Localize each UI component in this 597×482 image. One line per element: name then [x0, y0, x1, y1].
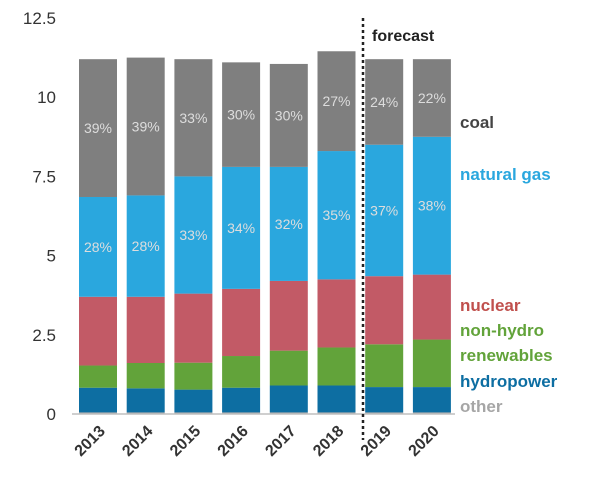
data-label: 39% — [84, 120, 112, 136]
legend-entry: coal — [460, 113, 494, 132]
x-tick-label: 2013 — [72, 423, 109, 460]
legend-entry: hydropower — [460, 372, 558, 391]
bar-segment-natural-gas — [79, 196, 117, 297]
x-tick-label: 2020 — [406, 423, 443, 460]
bar-segment-natural-gas — [222, 166, 261, 289]
bar-segment-other — [365, 412, 404, 414]
y-tick-label: 10 — [37, 88, 56, 107]
data-label: 24% — [370, 94, 398, 110]
bar-segment-natural-gas — [174, 176, 213, 294]
bar-segment-other — [126, 412, 165, 414]
y-tick-label: 12.5 — [23, 9, 56, 28]
bar-segment-renewables — [174, 362, 213, 390]
bar-segment-natural-gas — [412, 136, 451, 275]
legend-entry: other — [460, 397, 503, 416]
x-tick-label: 2018 — [310, 423, 347, 460]
bar-segment-coal — [174, 59, 213, 177]
bar-segment-nuclear — [365, 276, 404, 345]
y-axis: 0 2.5 5 7.5 10 12.5 — [23, 9, 56, 424]
bar-segment-hydropower — [79, 387, 117, 413]
data-label: 30% — [227, 107, 255, 123]
bar-segment-nuclear — [317, 279, 356, 348]
x-tick-label: 2014 — [119, 423, 156, 460]
bars — [79, 51, 451, 414]
legend-entry: nuclear — [460, 296, 521, 315]
bar-segment-other — [79, 412, 117, 414]
bar-segment-hydropower — [365, 387, 404, 413]
data-label: 22% — [418, 90, 446, 106]
bar-segment-renewables — [365, 344, 404, 388]
data-label: 27% — [322, 93, 350, 109]
data-label: 28% — [132, 238, 160, 254]
bar-segment-natural-gas — [269, 166, 308, 281]
data-label: 34% — [227, 220, 255, 236]
bar-segment-coal — [222, 62, 261, 167]
x-axis: 2013 2014 2015 2016 2017 2018 2019 2020 — [72, 423, 443, 460]
bar-segment-renewables — [317, 347, 356, 386]
bar-segment-hydropower — [269, 385, 308, 413]
bar-segment-hydropower — [126, 388, 165, 413]
data-label: 39% — [132, 119, 160, 135]
bar-segment-renewables — [222, 356, 261, 388]
data-label: 33% — [179, 227, 207, 243]
legend-entry: non-hydro — [460, 321, 544, 340]
bar-segment-natural-gas — [317, 151, 356, 280]
bar-segment-renewables — [79, 365, 117, 388]
bar-segment-hydropower — [222, 387, 261, 413]
bar-segment-other — [174, 412, 213, 414]
y-tick-label: 0 — [47, 405, 56, 424]
bar-segment-natural-gas — [365, 144, 404, 277]
data-label: 30% — [275, 107, 303, 123]
bar-segment-nuclear — [174, 293, 213, 363]
legend-entry: natural gas — [460, 165, 551, 184]
legend: coal natural gas nuclear non-hydro renewable… — [460, 113, 558, 416]
bar-segment-nuclear — [269, 280, 308, 351]
y-tick-label: 7.5 — [32, 167, 56, 186]
forecast-annotation: forecast — [372, 28, 435, 45]
x-tick-label: 2017 — [262, 423, 299, 460]
y-tick-label: 5 — [47, 247, 56, 266]
bar-segment-other — [412, 412, 451, 414]
percent-labels: 28% 39% 28% 39% 33% 33% 34% 30% 32% 30% 35% 27% 37% 2… — [84, 90, 446, 255]
data-label: 35% — [322, 207, 350, 223]
bar-segment-hydropower — [317, 385, 356, 413]
bar-segment-coal — [317, 51, 356, 152]
bar-segment-nuclear — [222, 288, 261, 357]
bar-segment-coal — [269, 63, 308, 167]
bar-segment-renewables — [126, 362, 165, 389]
data-label: 32% — [275, 216, 303, 232]
legend-entry: renewables — [460, 346, 553, 365]
bar-segment-renewables — [412, 339, 451, 388]
x-tick-label: 2016 — [215, 423, 252, 460]
bar-segment-hydropower — [412, 387, 451, 413]
bar-segment-coal — [365, 59, 404, 145]
bar-segment-other — [269, 412, 308, 414]
bar-segment-natural-gas — [126, 195, 165, 297]
bar-segment-coal — [79, 59, 117, 197]
bar-segment-renewables — [269, 350, 308, 386]
y-tick-label: 2.5 — [32, 326, 56, 345]
bar-segment-other — [317, 412, 356, 414]
data-label: 33% — [179, 110, 207, 126]
data-label: 38% — [418, 198, 446, 214]
bar-segment-nuclear — [412, 274, 451, 340]
data-label: 37% — [370, 202, 398, 218]
bar-segment-coal — [126, 57, 165, 196]
data-label: 28% — [84, 239, 112, 255]
bar-segment-other — [222, 412, 261, 414]
bar-segment-hydropower — [174, 389, 213, 413]
x-tick-label: 2015 — [167, 423, 204, 460]
bar-segment-nuclear — [79, 296, 117, 366]
bar-segment-coal — [412, 59, 451, 137]
bar-segment-nuclear — [126, 296, 165, 363]
